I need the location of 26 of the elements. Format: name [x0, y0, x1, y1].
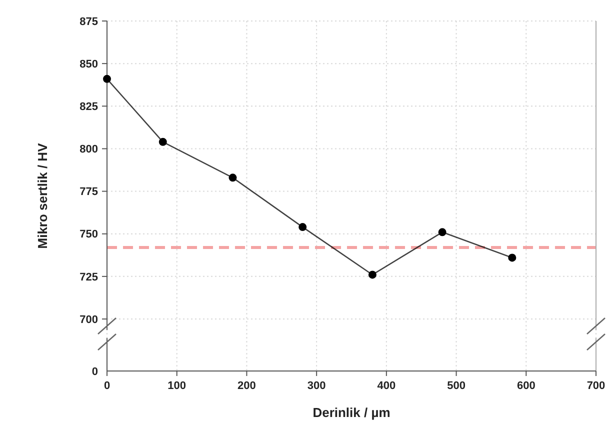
x-tick-label: 100	[168, 380, 186, 392]
x-tick-label: 300	[307, 380, 326, 392]
y-axis-title: Mikro sertlik / HV	[35, 142, 50, 249]
x-tick-label: 700	[586, 380, 606, 392]
x-tick-label: 400	[377, 380, 396, 392]
y-tick-label: 700	[80, 314, 98, 326]
point	[508, 254, 516, 262]
point	[438, 228, 446, 236]
x-tick-label: 0	[104, 380, 110, 392]
y-tick-label: 850	[80, 58, 98, 70]
y-tick-label: 725	[80, 271, 98, 284]
y-tick-label: 875	[80, 16, 98, 28]
x-tick-label: 200	[238, 380, 256, 392]
y-tick-label: 825	[80, 100, 98, 113]
text: 0	[92, 366, 98, 378]
point	[228, 174, 237, 182]
point	[158, 138, 167, 146]
x-axis-title: Derinlik / µm	[312, 405, 390, 420]
point	[368, 270, 376, 279]
point	[298, 223, 307, 232]
y-tick-label: 775	[80, 186, 98, 198]
x-tick-label: 600	[516, 380, 536, 392]
y-tick-label: 750	[80, 228, 98, 241]
x-tick-label: 500	[447, 380, 466, 392]
point	[103, 74, 111, 83]
y-tick-label: 800	[80, 144, 98, 156]
